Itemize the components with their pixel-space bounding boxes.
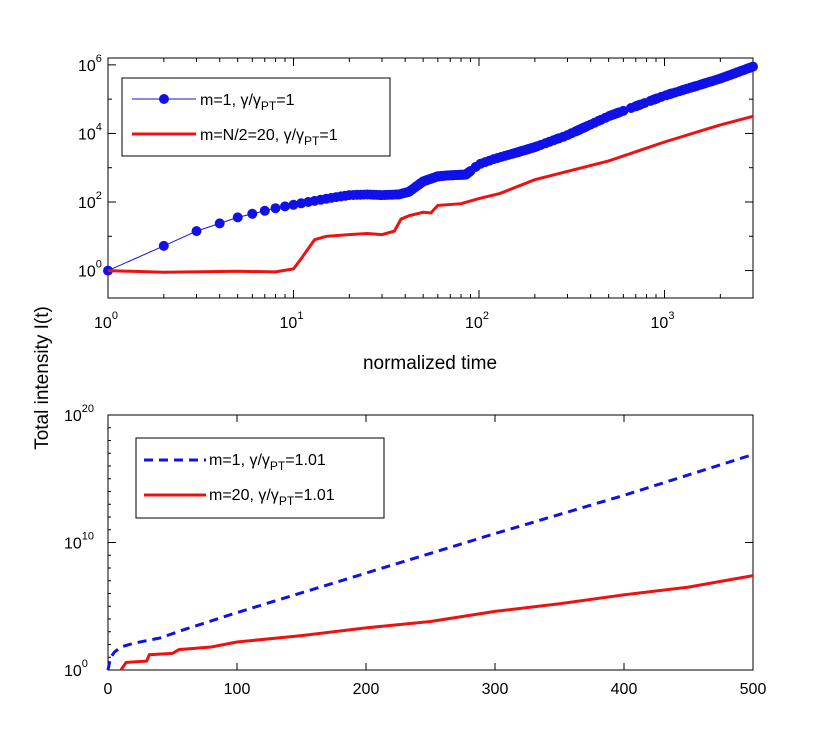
bottom-series-line-1	[119, 574, 754, 671]
top-legend-label-m1: m=1, γ/γPT=1	[200, 92, 295, 113]
top-y-tick-label: 102	[78, 190, 102, 212]
bottom-y-tick-label: 100	[64, 658, 88, 680]
top-series-marker	[232, 212, 243, 223]
top-series-marker	[270, 203, 281, 214]
top-series-marker	[618, 105, 629, 116]
bottom-chart: 0 100 200 300 400 500 100 1010 1020 m=1, γ/γPT=1…	[64, 403, 766, 698]
top-series-marker	[191, 226, 202, 237]
top-y-tick-label: 104	[78, 121, 102, 143]
top-x-axis-title: normalized time	[363, 353, 497, 374]
top-series-marker	[214, 218, 225, 229]
bottom-legend-label-m1: m=1, γ/γPT=1.01	[209, 452, 326, 473]
top-x-tick-label: 102	[465, 310, 489, 332]
top-series-line-1	[107, 114, 754, 274]
bottom-x-tick-label: 300	[482, 681, 509, 698]
bottom-y-tick-label: 1020	[64, 403, 94, 425]
bottom-legend: m=1, γ/γPT=1.01 m=20, γ/γPT=1.01	[135, 437, 385, 519]
bottom-legend-label-m20: m=20, γ/γPT=1.01	[209, 487, 335, 508]
bottom-legend-box	[135, 437, 385, 519]
top-x-tick-label: 100	[94, 310, 118, 332]
bottom-x-tick-label: 0	[104, 681, 113, 698]
top-series-marker	[259, 205, 270, 216]
top-legend-label-m20: m=N/2=20, γ/γPT=1	[200, 127, 338, 148]
top-series-marker	[748, 61, 758, 72]
bottom-x-tick-label: 400	[611, 681, 638, 698]
top-y-tick-label: 100	[78, 259, 102, 281]
top-y-tick-label: 106	[78, 53, 102, 75]
top-series-marker	[288, 199, 299, 210]
top-series-marker	[280, 201, 290, 212]
bottom-y-tick-label: 1010	[64, 531, 94, 553]
top-x-tick-label: 103	[651, 310, 675, 332]
top-series-marker	[158, 240, 169, 251]
bottom-x-tick-label: 500	[740, 681, 767, 698]
top-series-marker	[247, 208, 258, 219]
top-legend-box	[121, 77, 391, 157]
top-legend: m=1, γ/γPT=1 m=N/2=20, γ/γPT=1	[121, 77, 391, 157]
bottom-x-tick-label: 100	[224, 681, 251, 698]
top-legend-marker-m1	[159, 94, 169, 104]
y-axis-title: Total intensity I(t)	[32, 306, 53, 450]
top-x-tick-label: 101	[280, 310, 304, 332]
top-chart: 100 101 102 103 100 102 104 106 normalized time…	[78, 53, 758, 374]
top-plot-frame	[107, 57, 754, 299]
bottom-series-line-0	[106, 453, 754, 671]
bottom-x-tick-label: 200	[353, 681, 380, 698]
